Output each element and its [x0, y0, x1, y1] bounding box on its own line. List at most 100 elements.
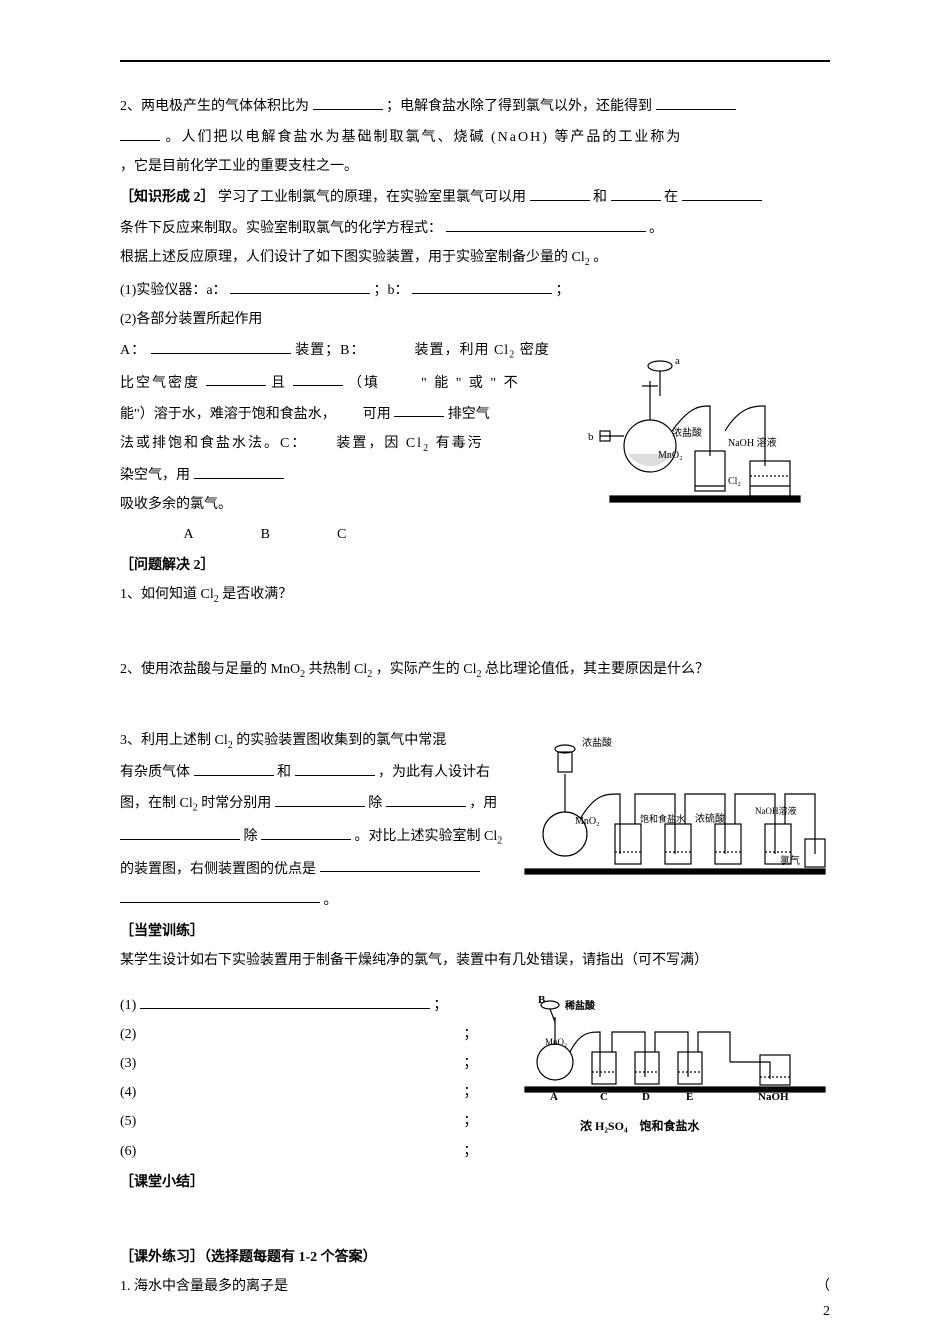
text: 条件下反应来制取。实验室制取氯气的化学方程式：	[120, 221, 442, 236]
text: 和	[277, 765, 291, 780]
blank	[293, 369, 343, 387]
text: 染空气，用	[120, 468, 190, 483]
text: 比空气密度	[120, 375, 200, 390]
figure-2: 浓盐酸 MnO₂ 饱和食盐水 浓硫酸 NaOH溶液 氯气	[520, 724, 830, 884]
text: 。	[590, 250, 608, 265]
blank	[295, 758, 375, 776]
label-cl2: Cl₂	[728, 476, 741, 487]
wtjj-q1: 1、如何知道 Cl2 是否收满？	[120, 582, 830, 609]
label-naoh: NaOH	[758, 1091, 789, 1103]
text: 2、两电极产生的气体体积比为	[120, 99, 309, 114]
label-naoh: NaOH 溶液	[728, 436, 777, 449]
text: 可用	[363, 406, 391, 421]
blank	[412, 276, 552, 294]
label-h2so4: 浓硫酸	[695, 812, 725, 825]
text: 时常分别用	[201, 796, 271, 811]
text: ；	[433, 998, 447, 1013]
text: 3、利用上述制 Cl	[120, 733, 228, 748]
text: （填	[348, 375, 380, 390]
text: 。人们把以电解食盐水为基础制取氯气、烧碱 (NaOH) 等产品的工业称为	[166, 130, 683, 145]
kw-q1: 1. 海水中含量最多的离子是 （	[120, 1274, 830, 1299]
labels-abc: A B C	[120, 522, 830, 547]
label-B: B	[538, 994, 546, 1006]
text: ；电解食盐水除了得到氯气以外，还能得到	[386, 99, 652, 114]
item1: (1)实验仪器：a： ；b： ；	[120, 276, 830, 303]
text: 的装置图，右侧装置图的优点是	[120, 861, 316, 876]
blank	[120, 886, 320, 904]
text: 。	[324, 892, 338, 907]
label-C: C	[337, 522, 346, 547]
text: 有杂质气体	[120, 765, 190, 780]
label-c-sub: 浓 H₂SO₄	[580, 1119, 628, 1133]
text: 有毒污	[436, 436, 484, 451]
text: ；	[463, 1056, 477, 1071]
figure-1: a b 浓盐酸 MnO₂ NaOH 溶液 Cl₂	[580, 336, 830, 511]
text: 总比理论值低，其主要原因是什么？	[485, 662, 709, 677]
text: 1、如何知道 Cl	[120, 587, 214, 602]
dt-head: ［当堂训练］	[120, 919, 830, 944]
text: A：	[120, 343, 146, 358]
text: 除	[368, 796, 382, 811]
zs2: ［知识形成 2］ 学习了工业制氯气的原理，在实验室里氯气可以用 和 在	[120, 183, 830, 210]
blank	[120, 822, 240, 840]
blank	[140, 991, 430, 1009]
funnel-top	[648, 361, 672, 371]
label-xys: 稀盐酸	[565, 999, 596, 1012]
text: 某学生设计如右下实验装置用于制备干燥纯净的氯气，装置中有几处错误，请指出（可不写…	[120, 953, 708, 968]
wtjj-head: ［问题解决 2］	[120, 553, 830, 578]
label-cl2: 氯气	[780, 854, 800, 867]
label-A: A	[550, 1091, 558, 1103]
kt-head: ［课堂小结］	[120, 1170, 830, 1195]
zs2-c: 根据上述反应原理，人们设计了如下图实验装置，用于实验室制备少量的 Cl2 。	[120, 245, 830, 272]
blank	[320, 855, 480, 873]
text: 装置，利用 Cl	[414, 343, 509, 358]
blank	[230, 276, 370, 294]
text: 装置；B：	[295, 343, 365, 358]
q2-line3: ，它是目前化学工业的重要支柱之一。	[120, 154, 830, 179]
item2: (2)各部分装置所起作用	[120, 307, 830, 332]
text: 的实验装置图收集到的氯气中常混	[236, 733, 446, 748]
text: ；	[463, 1114, 477, 1129]
blank	[206, 369, 266, 387]
fig3-sublabels: 浓 H₂SO₄ 饱和食盐水	[520, 1116, 830, 1138]
blank	[275, 789, 365, 807]
label-mno2: MnO₂	[575, 816, 600, 827]
label-d-sub: 饱和食盐水	[640, 1119, 700, 1133]
label-mno2: MnO₂	[545, 1037, 567, 1047]
text: 共热制 Cl	[309, 662, 368, 677]
text: (1)	[120, 998, 136, 1013]
text: 且	[271, 375, 287, 390]
text: 2、使用浓盐酸与足量的 MnO	[120, 662, 300, 677]
kw-head: ［课外练习］（选择题每题有 1-2 个答案）	[120, 1245, 830, 1270]
blank	[656, 92, 736, 110]
blank	[682, 183, 762, 201]
text: 是否收满？	[222, 587, 292, 602]
label-nacl: 饱和食盐水	[640, 813, 685, 824]
apparatus-diagram-3: B 稀盐酸 MnO₂ A C D E NaOH	[520, 987, 830, 1107]
text: ；	[556, 283, 570, 298]
label-hcl: 浓盐酸	[582, 736, 612, 749]
tube2	[725, 406, 765, 466]
page-number: 2	[823, 1299, 830, 1324]
text: 。对比上述实验室制 Cl	[355, 829, 498, 844]
text: ，为此有人设计右	[378, 765, 490, 780]
wtjj-q3-6: 。	[120, 886, 830, 913]
label-hcl: 浓盐酸	[672, 426, 702, 439]
text: (6)	[120, 1144, 136, 1159]
text: ；	[463, 1144, 477, 1159]
text: 排空气	[448, 406, 490, 421]
text: (3)	[120, 1056, 136, 1071]
text: (5)	[120, 1114, 136, 1129]
figure-3: B 稀盐酸 MnO₂ A C D E NaOH 浓 H₂SO₄ 饱和食盐水	[520, 987, 830, 1107]
text: 装置，因 Cl	[336, 436, 423, 451]
text: 和	[593, 190, 607, 205]
label-naoh: NaOH溶液	[755, 805, 797, 816]
blank	[261, 822, 351, 840]
label-b: b	[588, 431, 594, 443]
spacer	[120, 688, 830, 724]
label-mno2: MnO₂	[658, 450, 683, 461]
text: (4)	[120, 1085, 136, 1100]
apparatus-diagram-1: a b 浓盐酸 MnO₂ NaOH 溶液 Cl₂	[580, 336, 830, 511]
blank	[530, 183, 590, 201]
text: 除	[244, 829, 258, 844]
